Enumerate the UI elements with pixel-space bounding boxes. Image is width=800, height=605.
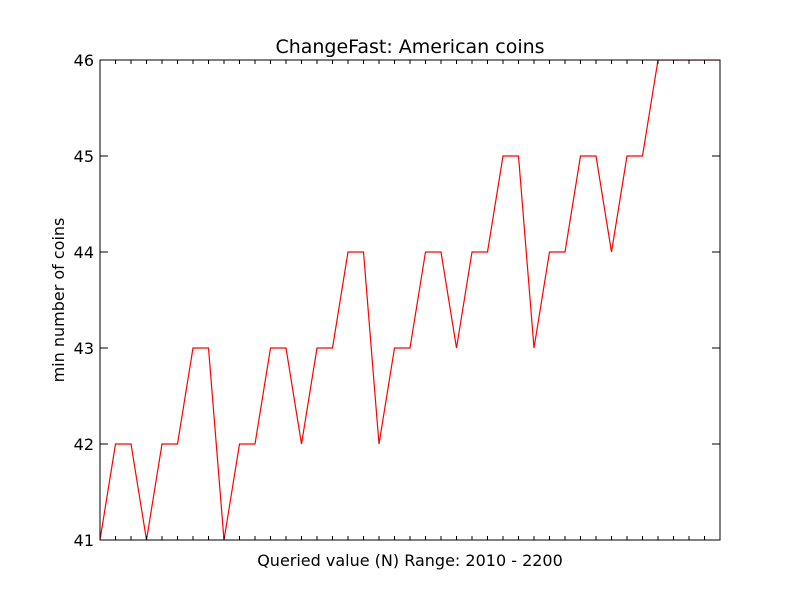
y-tick-label-0: 41	[74, 531, 94, 550]
series-layer	[100, 60, 720, 540]
y-tick-label-5: 46	[74, 51, 94, 70]
y-tick-label-4: 45	[74, 147, 94, 166]
chart-title: ChangeFast: American coins	[275, 36, 544, 58]
y-tick-label-1: 42	[74, 435, 94, 454]
x-axis-label: Queried value (N) Range: 2010 - 2200	[257, 551, 563, 570]
y-tick-label-2: 43	[74, 339, 94, 358]
plot-frame	[99, 59, 721, 541]
ticks-layer: 41 42 43 44 45 46	[74, 51, 721, 550]
y-tick-label-3: 44	[74, 243, 94, 262]
y-axis-label: min number of coins	[49, 218, 68, 383]
series-line-0	[100, 60, 720, 540]
